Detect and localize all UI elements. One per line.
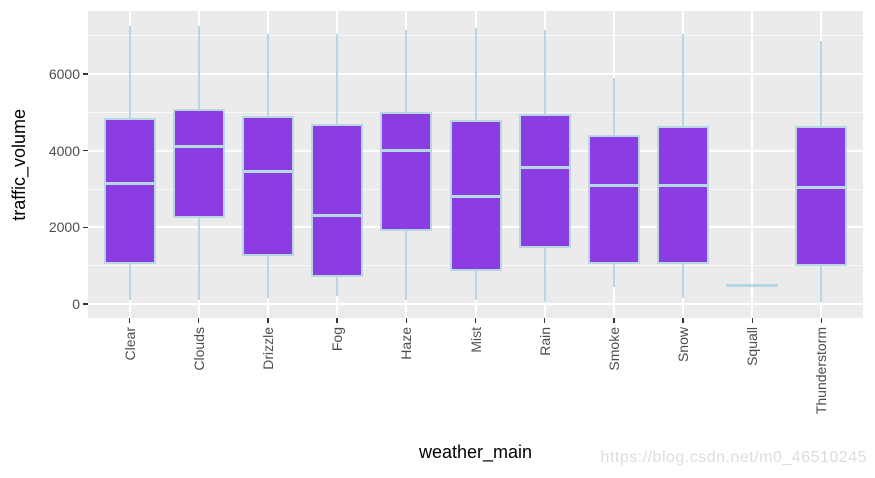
y-tick-label: 4000 bbox=[48, 142, 80, 159]
median-line bbox=[311, 214, 364, 218]
whisker-upper bbox=[612, 77, 615, 136]
x-tick-label: Thunderstorm bbox=[813, 327, 830, 415]
whisker-lower bbox=[336, 277, 339, 297]
boxplot-box bbox=[795, 125, 848, 266]
x-axis-title: weather_main bbox=[418, 442, 533, 462]
y-tick-label: 0 bbox=[72, 296, 80, 313]
median-line bbox=[449, 195, 502, 199]
boxplot-box bbox=[241, 116, 294, 257]
x-tick-label: Haze bbox=[398, 327, 415, 360]
whisker-upper bbox=[128, 26, 131, 119]
whisker-upper bbox=[197, 26, 200, 109]
x-tick-label: Smoke bbox=[605, 327, 622, 371]
median-line bbox=[657, 183, 710, 187]
x-tick bbox=[128, 318, 131, 323]
median-line bbox=[518, 166, 571, 170]
y-tick-label: 6000 bbox=[48, 66, 80, 83]
whisker-lower bbox=[820, 265, 823, 303]
x-tick-label: Snow bbox=[675, 327, 692, 363]
x-tick bbox=[336, 318, 338, 323]
y-axis-title: traffic_volume bbox=[8, 108, 29, 221]
plot-panel bbox=[88, 11, 863, 318]
y-axis-title-wrap: traffic_volume bbox=[0, 11, 38, 318]
x-tick-label: Clouds bbox=[190, 327, 207, 371]
x-tick bbox=[543, 318, 546, 323]
whisker-lower bbox=[543, 248, 546, 303]
x-tick bbox=[197, 318, 200, 323]
whisker-upper bbox=[682, 33, 685, 126]
median-line bbox=[103, 181, 156, 185]
whisker-upper bbox=[474, 28, 477, 121]
x-tick-label: Squall bbox=[744, 327, 761, 366]
whisker-upper bbox=[405, 29, 408, 113]
median-line bbox=[241, 170, 294, 174]
whisker-lower bbox=[266, 256, 269, 299]
x-tick bbox=[474, 318, 477, 323]
boxplot-box bbox=[172, 108, 225, 218]
whisker-lower bbox=[197, 217, 200, 301]
median-line bbox=[587, 183, 640, 187]
median-line bbox=[172, 145, 225, 149]
x-tick-label: Clear bbox=[121, 327, 138, 361]
y-tick bbox=[83, 303, 88, 305]
x-tick-label: Drizzle bbox=[259, 327, 276, 370]
y-tick-label: 2000 bbox=[48, 219, 80, 236]
x-tick-label: Fog bbox=[329, 327, 346, 352]
whisker-upper bbox=[336, 33, 339, 124]
whisker-upper bbox=[820, 41, 823, 126]
whisker-lower bbox=[612, 263, 615, 287]
x-tick bbox=[613, 318, 615, 323]
boxplot-box bbox=[103, 118, 156, 264]
gridline-major-x bbox=[751, 11, 754, 318]
median-line bbox=[380, 149, 433, 153]
whisker-lower bbox=[682, 263, 685, 299]
x-tick bbox=[820, 318, 823, 323]
boxplot-box bbox=[587, 135, 640, 264]
median-line bbox=[726, 284, 779, 288]
x-tick bbox=[751, 318, 754, 323]
y-tick bbox=[83, 73, 88, 75]
x-tick-label: Rain bbox=[536, 327, 553, 356]
x-tick bbox=[405, 318, 408, 323]
median-line bbox=[795, 185, 848, 189]
x-tick bbox=[682, 318, 684, 323]
watermark: https://blog.csdn.net/m0_46510245 bbox=[600, 449, 867, 466]
boxplot-box bbox=[657, 125, 710, 264]
y-tick bbox=[83, 149, 88, 152]
boxplot-box bbox=[518, 114, 571, 249]
boxplot-box bbox=[380, 112, 433, 232]
boxplot-box bbox=[311, 123, 364, 278]
whisker-lower bbox=[405, 231, 408, 301]
y-tick bbox=[83, 226, 88, 229]
whisker-lower bbox=[474, 271, 477, 301]
x-tick-label: Mist bbox=[467, 327, 484, 353]
whisker-upper bbox=[266, 33, 269, 117]
whisker-upper bbox=[543, 29, 546, 115]
whisker-lower bbox=[128, 263, 131, 301]
x-tick bbox=[267, 318, 269, 323]
